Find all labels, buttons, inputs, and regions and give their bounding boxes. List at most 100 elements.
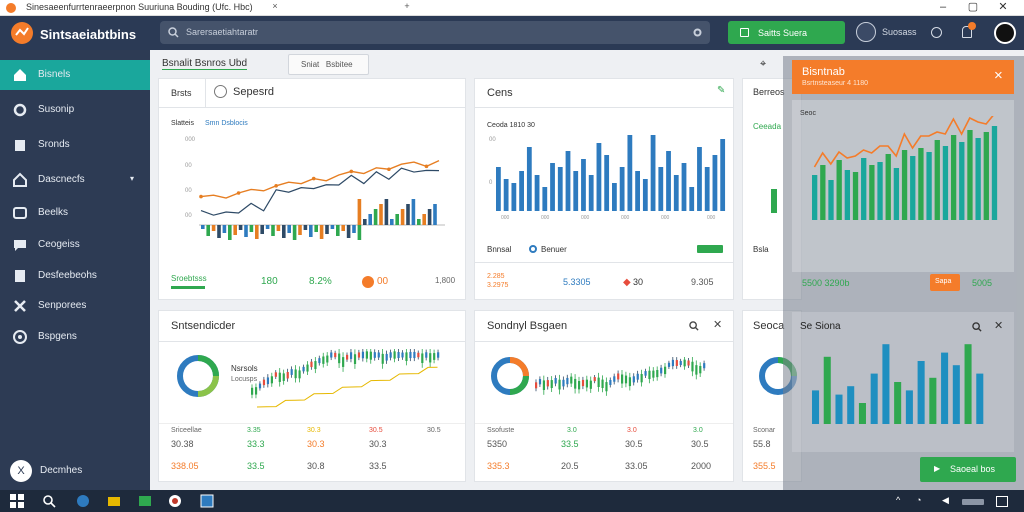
bar-chart: 000 000 000 000 000 000 000 (489, 135, 726, 221)
svg-text:000: 000 (621, 215, 630, 221)
sidebar-item-6[interactable]: Ceogeiss (0, 230, 150, 260)
filter-button[interactable]: Sniat Bsbitee (288, 54, 369, 75)
bar (325, 225, 329, 234)
settings-icon[interactable] (692, 27, 703, 38)
bar (901, 150, 908, 220)
bar (852, 172, 859, 220)
overlay-stat-button[interactable]: Sapa (930, 274, 960, 291)
windows-start-icon[interactable] (10, 494, 24, 508)
sidebar-item-9[interactable]: Bspgens (0, 322, 150, 352)
candle (334, 352, 337, 358)
folder-icon[interactable] (107, 494, 121, 508)
brand-logo-icon (10, 21, 34, 45)
candle (554, 378, 557, 384)
bar (697, 147, 702, 211)
bar (681, 163, 687, 211)
candle (274, 372, 277, 377)
stat-c: 30 (633, 277, 644, 287)
card-divider (475, 341, 733, 342)
store-icon[interactable] (138, 494, 152, 508)
home-icon (14, 69, 26, 81)
bar (557, 167, 563, 211)
edit-icon[interactable]: ✎ (717, 85, 726, 96)
bar (704, 167, 710, 211)
card-title: Sondnyl Bsgaen (487, 320, 568, 332)
notification-center-icon[interactable] (996, 496, 1008, 507)
search-icon[interactable] (972, 322, 982, 332)
bar (357, 199, 362, 225)
candle (538, 379, 542, 385)
sidebar-item-5[interactable]: Beelks (0, 198, 150, 228)
search-icon[interactable] (42, 494, 56, 508)
search-icon[interactable] (689, 321, 699, 331)
tab-first[interactable]: Brsts (171, 88, 192, 98)
close-icon[interactable]: × (994, 67, 1003, 84)
sidebar-item-2[interactable]: Susonip (0, 95, 150, 125)
bar (612, 183, 617, 211)
legend-dot-icon (529, 245, 537, 253)
bar (823, 356, 831, 424)
close-x-icon (14, 300, 26, 312)
app-icon[interactable] (168, 494, 182, 508)
bar (276, 225, 281, 231)
user-avatar[interactable] (856, 22, 876, 42)
close-icon[interactable]: ✕ (994, 320, 1004, 332)
candle (613, 376, 616, 382)
primary-action-button[interactable]: Saitts Suera (728, 21, 845, 44)
pin-icon[interactable]: ⌖ (760, 58, 767, 70)
bar (835, 394, 843, 424)
tray-chevron-icon[interactable]: ^ (896, 495, 901, 505)
new-tab-button[interactable]: + (404, 1, 410, 11)
sidebar-item-8[interactable]: Senporees (0, 291, 150, 321)
minimize-button[interactable]: – (939, 1, 947, 13)
card-divider (159, 341, 465, 342)
bar (836, 160, 842, 220)
tab-close-icon[interactable]: × (272, 1, 278, 11)
tab-second[interactable]: Sepesrd (233, 86, 274, 98)
row-value-1: 55.8 (753, 439, 771, 449)
help-icon[interactable] (931, 27, 942, 38)
bar (917, 361, 925, 424)
search-input[interactable]: Sarersaetiahtaratr (160, 21, 710, 44)
bar (964, 344, 972, 424)
bar (619, 167, 625, 211)
row1-label: Sriceellae (171, 427, 202, 434)
notification-icon[interactable] (962, 26, 972, 38)
refresh-icon[interactable] (214, 85, 227, 98)
candle (270, 376, 273, 384)
donut-chart (491, 357, 529, 395)
user-menu-label[interactable]: Suosass (882, 27, 917, 37)
sidebar-item-label: Senporees (38, 300, 87, 311)
sidebar-item-dashboard[interactable]: Bisnels (0, 60, 150, 90)
primary-action-label: Saitts Suera (758, 28, 808, 38)
network-icon[interactable]: ◔ (916, 495, 922, 505)
volume-icon[interactable]: ◀ (942, 495, 949, 505)
bar (926, 152, 932, 220)
edge-browser-icon[interactable] (76, 494, 90, 508)
bar (858, 403, 866, 424)
sidebar-footer-avatar[interactable]: X (10, 460, 32, 482)
row2-value-3: 30.3 (369, 439, 387, 449)
sidebar-item-4[interactable]: Dascnecfs ▾ (0, 165, 150, 195)
row3-value-1: 33.5 (247, 461, 265, 471)
candle (601, 379, 604, 389)
profile-avatar[interactable] (994, 22, 1016, 44)
candle (322, 356, 325, 364)
svg-text:00: 00 (185, 188, 192, 194)
bar (712, 155, 718, 211)
candle (405, 352, 408, 362)
clock-placeholder[interactable] (962, 499, 984, 505)
sidebar-item-7[interactable]: Desfeebeohs (0, 261, 150, 291)
bar (330, 225, 335, 229)
maximize-button[interactable]: ▢ (967, 1, 979, 13)
close-window-button[interactable]: ✕ (998, 1, 1008, 13)
filter-button-label: Sniat Bsbitee (301, 60, 353, 69)
close-icon[interactable]: ✕ (713, 319, 723, 331)
stat-3: 00 (377, 276, 389, 287)
sidebar-item-3[interactable]: Sronds (0, 130, 150, 160)
overlay-action-button[interactable]: ▶ Saoeal bos (920, 457, 1016, 482)
active-app-icon[interactable] (200, 494, 214, 508)
candle (593, 377, 596, 382)
chart-candles (535, 357, 706, 396)
